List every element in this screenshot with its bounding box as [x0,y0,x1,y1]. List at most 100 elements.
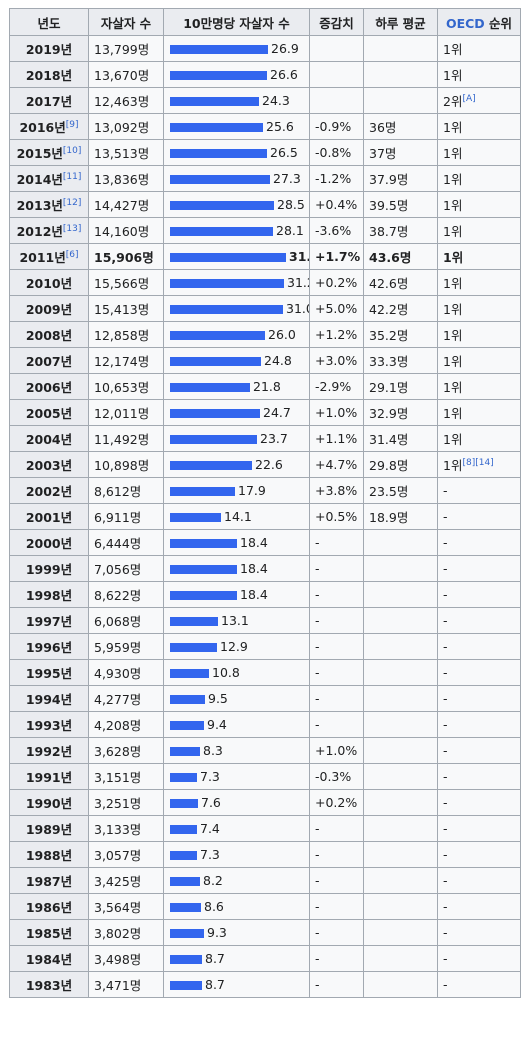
change-cell: -0.3% [309,763,364,790]
rate-cell: 8.7 [163,971,310,998]
year-cell: 2019년 [9,35,89,62]
table-row: 2010년 15,566명 31.2+0.2%42.6명 1위 [9,269,521,296]
citation-link[interactable]: [12] [62,197,82,208]
table-header-row: 년도 자살자 수 10만명당 자살자 수 증감치 하루 평균 OECD 순위 [9,8,521,36]
count-cell: 4,277명 [88,685,164,712]
count-cell: 3,151명 [88,763,164,790]
year-text: 1996년 [25,640,73,655]
rate-value-label: 31.2 [287,275,309,290]
change-cell: - [309,633,364,660]
table-row: 1992년 3,628명 8.3 +1.0% - [9,737,521,764]
table-row: 1990년 3,251명 7.6 +0.2% - [9,789,521,816]
change-cell: +3.0% [309,347,364,374]
oecd-rank-text: - [443,717,448,732]
year-text: 1989년 [25,822,73,837]
citation-link[interactable]: [6] [65,249,79,260]
change-cell: - [309,529,364,556]
oecd-rank-text: 1위 [443,432,463,447]
daily-average-cell: 37.9명 [363,165,438,192]
oecd-rank-cell: - [437,945,521,972]
oecd-rank-cell: 1위[8][14] [437,451,521,478]
rate-value-label: 7.3 [200,847,220,862]
daily-average-cell: 37명 [363,139,438,166]
oecd-rank-cell: - [437,633,521,660]
change-cell [309,87,364,114]
table-row: 1998년 8,622명 18.4 - - [9,581,521,608]
change-cell: -1.2% [309,165,364,192]
rate-bar [170,357,261,366]
count-cell: 4,930명 [88,659,164,686]
table-row: 2009년 15,413명 31.0+5.0%42.2명 1위 [9,295,521,322]
year-cell: 2001년 [9,503,89,530]
oecd-rank-text: - [443,613,448,628]
daily-average-cell [363,633,438,660]
oecd-rank-cell: - [437,685,521,712]
citation-link[interactable]: [10] [62,145,82,156]
oecd-link[interactable]: OECD [445,15,485,31]
change-cell [309,61,364,88]
year-cell: 1989년 [9,815,89,842]
rate-value-label: 10.8 [212,665,240,680]
rate-value-label: 8.7 [205,977,225,992]
daily-average-cell [363,867,438,894]
year-cell: 2008년 [9,321,89,348]
oecd-rank-cell: - [437,893,521,920]
rate-value-label: 28.1 [276,223,304,238]
year-text: 2009년 [25,302,73,317]
table-row: 1993년 4,208명 9.4 - - [9,711,521,738]
daily-average-cell: 38.7명 [363,217,438,244]
year-cell: 2013년[12] [9,191,89,218]
citation-link[interactable]: [13] [62,223,82,234]
citation-link[interactable]: [8][14] [462,457,494,468]
daily-average-cell: 31.4명 [363,425,438,452]
daily-average-cell [363,945,438,972]
year-cell: 1998년 [9,581,89,608]
year-cell: 2015년[10] [9,139,89,166]
oecd-rank-cell: 1위 [437,217,521,244]
rate-cell: 8.3 [163,737,310,764]
oecd-rank-cell: 1위 [437,269,521,296]
oecd-rank-text: 1위 [443,250,464,265]
year-cell: 1994년 [9,685,89,712]
table-row: 2012년[13] 14,160명 28.1 -3.6% 38.7명 1위 [9,217,521,244]
header-change: 증감치 [309,8,364,36]
year-text: 2011년 [19,250,66,265]
oecd-rank-text: - [443,795,448,810]
rate-cell: 26.6 [163,61,310,88]
oecd-rank-text: 1위 [443,380,463,395]
daily-average-cell: 36명 [363,113,438,140]
count-cell: 14,160명 [88,217,164,244]
table-row: 1994년 4,277명 9.5 - - [9,685,521,712]
oecd-rank-cell: 1위 [437,321,521,348]
rate-bar [170,903,201,912]
oecd-rank-text: 1위 [443,302,463,317]
oecd-rank-text: 2위 [443,94,463,109]
daily-average-cell [363,529,438,556]
rate-cell: 18.4 [163,529,310,556]
oecd-rank-text: - [443,821,448,836]
suicide-statistics-table: 년도 자살자 수 10만명당 자살자 수 증감치 하루 평균 OECD 순위 2… [9,8,521,998]
rate-bar [170,955,202,964]
rate-value-label: 8.2 [203,873,223,888]
rate-cell: 9.5 [163,685,310,712]
change-cell: -0.9% [309,113,364,140]
year-text: 2003년 [25,458,73,473]
citation-link[interactable]: [9] [65,119,79,130]
daily-average-cell [363,763,438,790]
citation-link[interactable]: [A] [462,93,476,104]
citation-link[interactable]: [11] [62,171,82,182]
year-cell: 2016년[9] [9,113,89,140]
rate-value-label: 24.3 [262,93,290,108]
header-oecd: OECD 순위 [437,8,521,36]
oecd-rank-cell: - [437,841,521,868]
year-cell: 2018년 [9,61,89,88]
oecd-rank-text: - [443,691,448,706]
change-cell: +0.2% [309,789,364,816]
daily-average-cell [363,581,438,608]
count-cell: 5,959명 [88,633,164,660]
daily-average-cell [363,815,438,842]
table-row: 2013년[12] 14,427명 28.5 +0.4% 39.5명 1위 [9,191,521,218]
rate-value-label: 14.1 [224,509,252,524]
year-text: 2014년 [16,172,63,187]
oecd-rank-text: 1위 [443,276,463,291]
